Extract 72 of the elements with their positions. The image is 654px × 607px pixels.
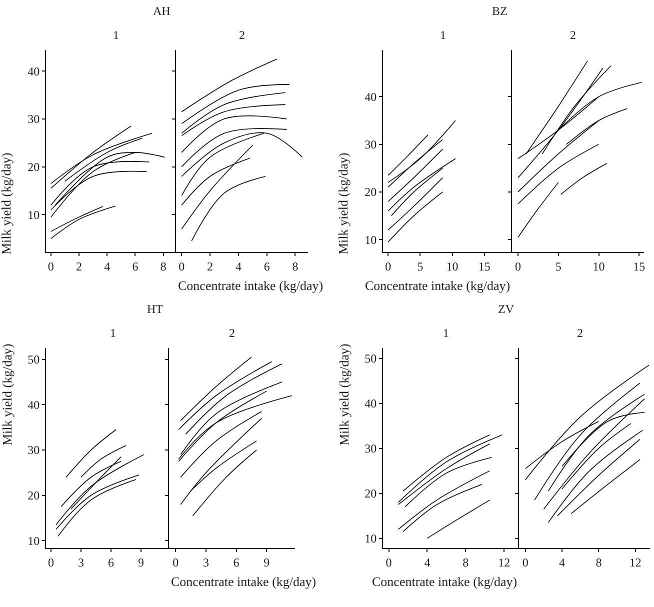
x-tick-label: 0 [515,259,522,274]
x-tick-label: 0 [48,555,54,570]
chart-title: AH [153,4,171,18]
y-tick-label: 50 [364,352,377,366]
x-tick-label: 8 [160,259,166,274]
x-tick-label: 3 [202,555,209,570]
chart-subtitle: 1 [113,28,119,42]
x-tick-label: 2 [207,259,214,274]
x-tick-label: 8 [462,555,469,570]
y-tick-label: 40 [364,90,377,104]
chart-title: BZ [492,4,508,18]
y-tick-label: 10 [28,208,40,222]
x-tick-label: 10 [592,259,605,274]
x-tick-label: 0 [386,555,392,570]
y-tick-label: 30 [28,112,40,126]
x-tick-label: 5 [417,259,424,274]
chart-subtitle: 1 [110,326,116,340]
y-tick-label: 20 [28,488,40,503]
chart-subtitle: 2 [577,326,583,340]
chart-subtitle: 1 [440,28,446,42]
x-tick-label: 12 [498,555,510,570]
chart-subtitle: 2 [229,326,235,340]
x-tick-label: 15 [478,259,490,274]
y-tick-label: 30 [28,443,40,458]
y-tick-label: 20 [28,160,40,174]
x-tick-label: 4 [235,259,242,274]
x-tick-label: 9 [138,555,144,570]
y-tick-label: 40 [28,398,40,412]
x-tick-label: 6 [264,259,270,274]
x-tick-label: 0 [178,259,185,274]
x-tick-label: 15 [633,259,646,274]
x-tick-label: 6 [108,555,114,570]
x-axis-title: Concentrate intake (kg/day) [171,574,316,589]
x-tick-label: 4 [104,259,110,274]
y-tick-label: 10 [364,532,377,546]
x-tick-label: 9 [264,555,270,570]
x-axis-title: Concentrate intake (kg/day) [178,278,324,293]
x-tick-label: 12 [629,555,642,570]
y-axis-title: Milk yield (kg/day) [336,152,350,254]
x-tick-label: 6 [233,555,240,570]
chart-title: ZV [498,302,514,316]
chart-subtitle: 2 [570,28,576,42]
y-tick-label: 30 [364,442,377,456]
y-tick-label: 20 [364,486,377,501]
x-tick-label: 4 [424,555,430,570]
y-tick-label: 50 [28,352,40,367]
y-tick-label: 30 [364,138,377,152]
chart-title: HT [147,302,164,316]
x-axis-title: Concentrate intake (kg/day) [365,278,510,293]
y-axis-title: Milk yield (kg/day) [0,344,14,446]
y-tick-label: 20 [364,185,377,200]
x-tick-label: 2 [76,259,82,274]
x-tick-label: 10 [446,259,458,274]
chart-subtitle: 2 [239,28,245,42]
x-tick-label: 6 [132,259,138,274]
x-tick-label: 0 [522,555,528,570]
x-tick-label: 4 [559,555,566,570]
y-tick-label: 40 [28,64,40,78]
y-tick-label: 10 [364,232,377,247]
x-tick-label: 0 [172,555,179,570]
x-tick-label: 8 [292,259,298,274]
y-tick-label: 10 [28,534,40,548]
x-axis-title: Concentrate intake (kg/day) [372,574,518,589]
y-tick-label: 40 [364,396,377,411]
x-tick-label: 0 [385,259,392,274]
chart-subtitle: 1 [443,326,449,340]
x-tick-label: 8 [596,555,602,570]
x-tick-label: 5 [555,259,562,274]
x-tick-label: 0 [48,259,54,274]
x-tick-label: 3 [78,555,84,570]
y-axis-title: Milk yield (kg/day) [0,152,14,254]
y-axis-title: Milk yield (kg/day) [336,344,352,446]
